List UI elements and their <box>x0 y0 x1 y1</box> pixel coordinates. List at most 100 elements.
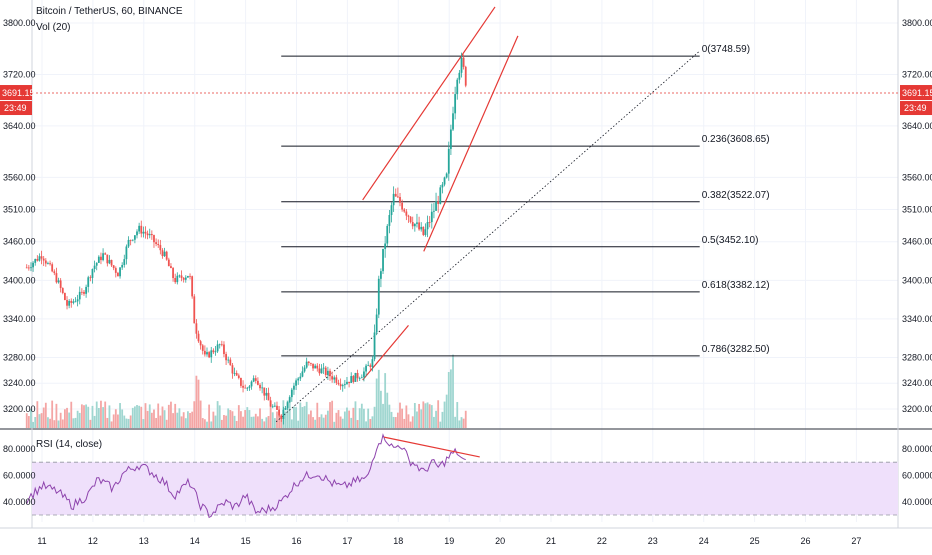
candle-body <box>443 177 446 185</box>
candle-body <box>218 344 221 346</box>
volume-bar <box>288 401 291 428</box>
volume-bar <box>32 421 34 428</box>
time-axis-label: 18 <box>393 536 403 546</box>
volume-bar <box>348 410 350 428</box>
candle-body <box>49 263 51 265</box>
candle-body <box>210 350 213 358</box>
volume-bar <box>182 412 185 428</box>
price-axis-label: 3720.00 <box>902 69 932 79</box>
candle-body <box>144 231 147 234</box>
candle-body <box>78 291 81 300</box>
fib-level-label: 0.618(3382.12) <box>702 280 770 291</box>
rsi-divergence-line <box>383 436 480 458</box>
volume-bar <box>375 378 378 428</box>
candle-body <box>36 259 39 261</box>
volume-bar <box>464 410 467 428</box>
candle-body <box>191 276 194 297</box>
fib-level-label: 0(3748.59) <box>702 44 750 55</box>
time-axis-label: 14 <box>190 536 200 546</box>
candle-body <box>231 365 234 374</box>
candle-body <box>95 262 98 266</box>
volume-bar <box>307 414 310 428</box>
candle-body <box>394 193 397 197</box>
volume-bar <box>138 405 141 428</box>
volume-bar <box>148 404 151 428</box>
candle-body <box>299 376 302 379</box>
volume-bar <box>413 402 416 428</box>
volume-bar <box>447 372 450 428</box>
volume-bar <box>271 412 274 428</box>
candle-body <box>252 378 255 382</box>
volume-bar <box>403 418 406 428</box>
volume-bar <box>193 401 196 428</box>
candle-body <box>32 262 34 268</box>
candle-body <box>159 245 162 251</box>
candle-body <box>373 332 376 360</box>
candle-body <box>195 323 198 334</box>
volume-bar <box>422 401 425 428</box>
volume-bar <box>191 411 194 428</box>
volume-bar <box>144 403 147 428</box>
candle-body <box>30 267 32 269</box>
candle-body <box>263 387 266 396</box>
volume-bar <box>284 411 287 428</box>
candle-body <box>225 354 227 361</box>
price-axis-label: 3280.00 <box>902 353 932 363</box>
candle-body <box>413 223 416 227</box>
volume-bar <box>322 417 325 428</box>
rsi-band <box>32 462 898 515</box>
volume-bar <box>153 409 155 428</box>
volume-bar <box>240 411 242 428</box>
candle-body <box>416 222 418 224</box>
volume-bar <box>110 421 113 428</box>
volume-bar <box>452 354 454 428</box>
candle-body <box>278 409 281 416</box>
volume-bar <box>30 408 32 428</box>
candle-body <box>34 259 37 263</box>
volume-bar <box>430 405 433 428</box>
candle-body <box>267 392 270 401</box>
price-axis-label: 3460.00 <box>3 237 36 247</box>
volume-bar <box>409 421 412 428</box>
volume-bar <box>150 412 153 428</box>
candle-body <box>297 378 300 381</box>
candle-body <box>244 387 247 389</box>
candle-body <box>140 225 143 234</box>
volume-bar <box>297 420 300 428</box>
volume-bar <box>108 405 111 428</box>
volume-bar <box>93 415 96 428</box>
volume-bar <box>49 418 51 428</box>
candle-body <box>352 376 355 382</box>
volume-bar <box>369 418 372 428</box>
candle-body <box>307 361 310 363</box>
candle-body <box>341 385 344 387</box>
candle-body <box>214 351 217 353</box>
volume-bar <box>445 394 448 428</box>
volume-bar <box>352 407 355 428</box>
candle-body <box>316 365 319 369</box>
volume-bar <box>280 415 283 428</box>
fib-level-label: 0.382(3522.07) <box>702 190 770 201</box>
volume-bar <box>392 416 395 428</box>
volume-bar <box>146 410 149 428</box>
volume-bar <box>420 409 423 428</box>
candle-body <box>40 256 43 259</box>
volume-bar <box>449 369 452 428</box>
price-axis-label: 3400.00 <box>3 275 36 285</box>
candle-body <box>269 400 272 407</box>
volume-bar <box>316 402 319 428</box>
volume-bar <box>396 412 399 428</box>
candle-body <box>346 381 348 385</box>
volume-bar <box>244 410 247 428</box>
volume-bar <box>161 406 164 428</box>
rsi-axis-label: 60.0000 <box>902 470 932 480</box>
candle-body <box>138 225 141 232</box>
volume-bar <box>64 409 66 428</box>
candle-body <box>430 211 433 223</box>
candle-body <box>61 288 64 294</box>
candle-body <box>261 387 264 389</box>
rsi-axis-label: 40.0000 <box>3 497 36 507</box>
volume-bar <box>85 404 88 428</box>
